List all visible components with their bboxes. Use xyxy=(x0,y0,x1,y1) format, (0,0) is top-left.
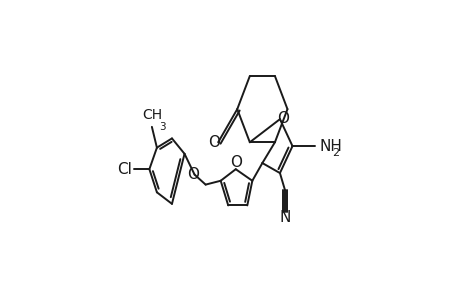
Text: O: O xyxy=(276,110,288,125)
Text: CH: CH xyxy=(141,108,162,122)
Text: NH: NH xyxy=(319,139,341,154)
Text: O: O xyxy=(208,135,220,150)
Text: 3: 3 xyxy=(158,122,165,132)
Text: 2: 2 xyxy=(331,148,338,158)
Text: O: O xyxy=(186,167,198,182)
Text: N: N xyxy=(279,210,290,225)
Text: Cl: Cl xyxy=(117,162,131,177)
Text: O: O xyxy=(229,155,241,170)
